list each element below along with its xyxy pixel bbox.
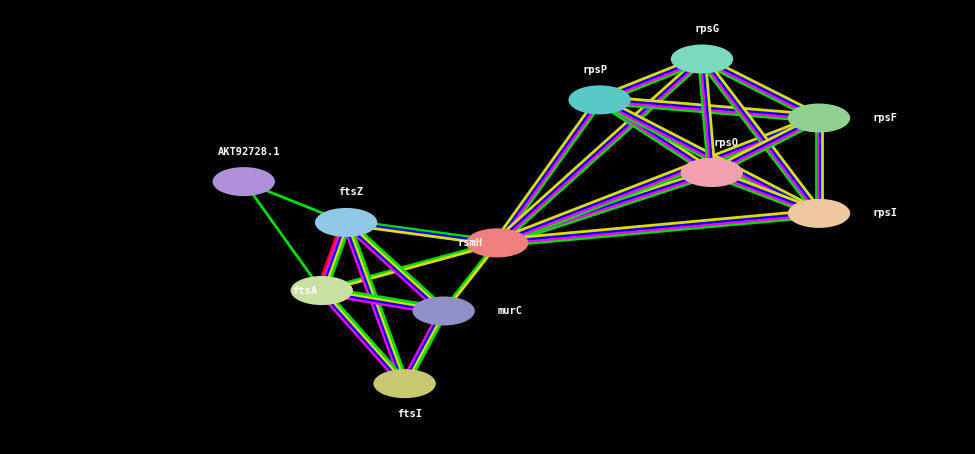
Circle shape bbox=[291, 276, 353, 305]
Circle shape bbox=[788, 199, 850, 228]
Circle shape bbox=[315, 208, 377, 237]
Text: rsmH: rsmH bbox=[457, 238, 483, 248]
Text: rpsI: rpsI bbox=[873, 208, 898, 218]
Circle shape bbox=[412, 296, 475, 326]
Circle shape bbox=[373, 369, 436, 398]
Circle shape bbox=[466, 228, 528, 257]
Text: rpsG: rpsG bbox=[694, 24, 720, 34]
Circle shape bbox=[681, 158, 743, 187]
Text: murC: murC bbox=[497, 306, 523, 316]
Text: rpsP: rpsP bbox=[582, 65, 607, 75]
Circle shape bbox=[788, 104, 850, 133]
Text: ftsZ: ftsZ bbox=[338, 188, 364, 197]
Text: ftsA: ftsA bbox=[292, 286, 317, 296]
Circle shape bbox=[213, 167, 275, 196]
Circle shape bbox=[671, 44, 733, 74]
Text: ftsI: ftsI bbox=[397, 409, 422, 419]
Circle shape bbox=[568, 85, 631, 114]
Text: AKT92728.1: AKT92728.1 bbox=[217, 147, 280, 157]
Text: rpsF: rpsF bbox=[873, 113, 898, 123]
Text: rpsO: rpsO bbox=[714, 138, 739, 148]
